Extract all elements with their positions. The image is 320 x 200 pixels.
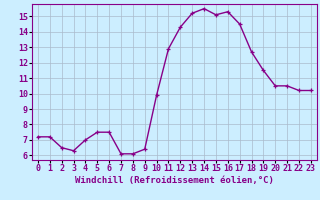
X-axis label: Windchill (Refroidissement éolien,°C): Windchill (Refroidissement éolien,°C) <box>75 176 274 185</box>
